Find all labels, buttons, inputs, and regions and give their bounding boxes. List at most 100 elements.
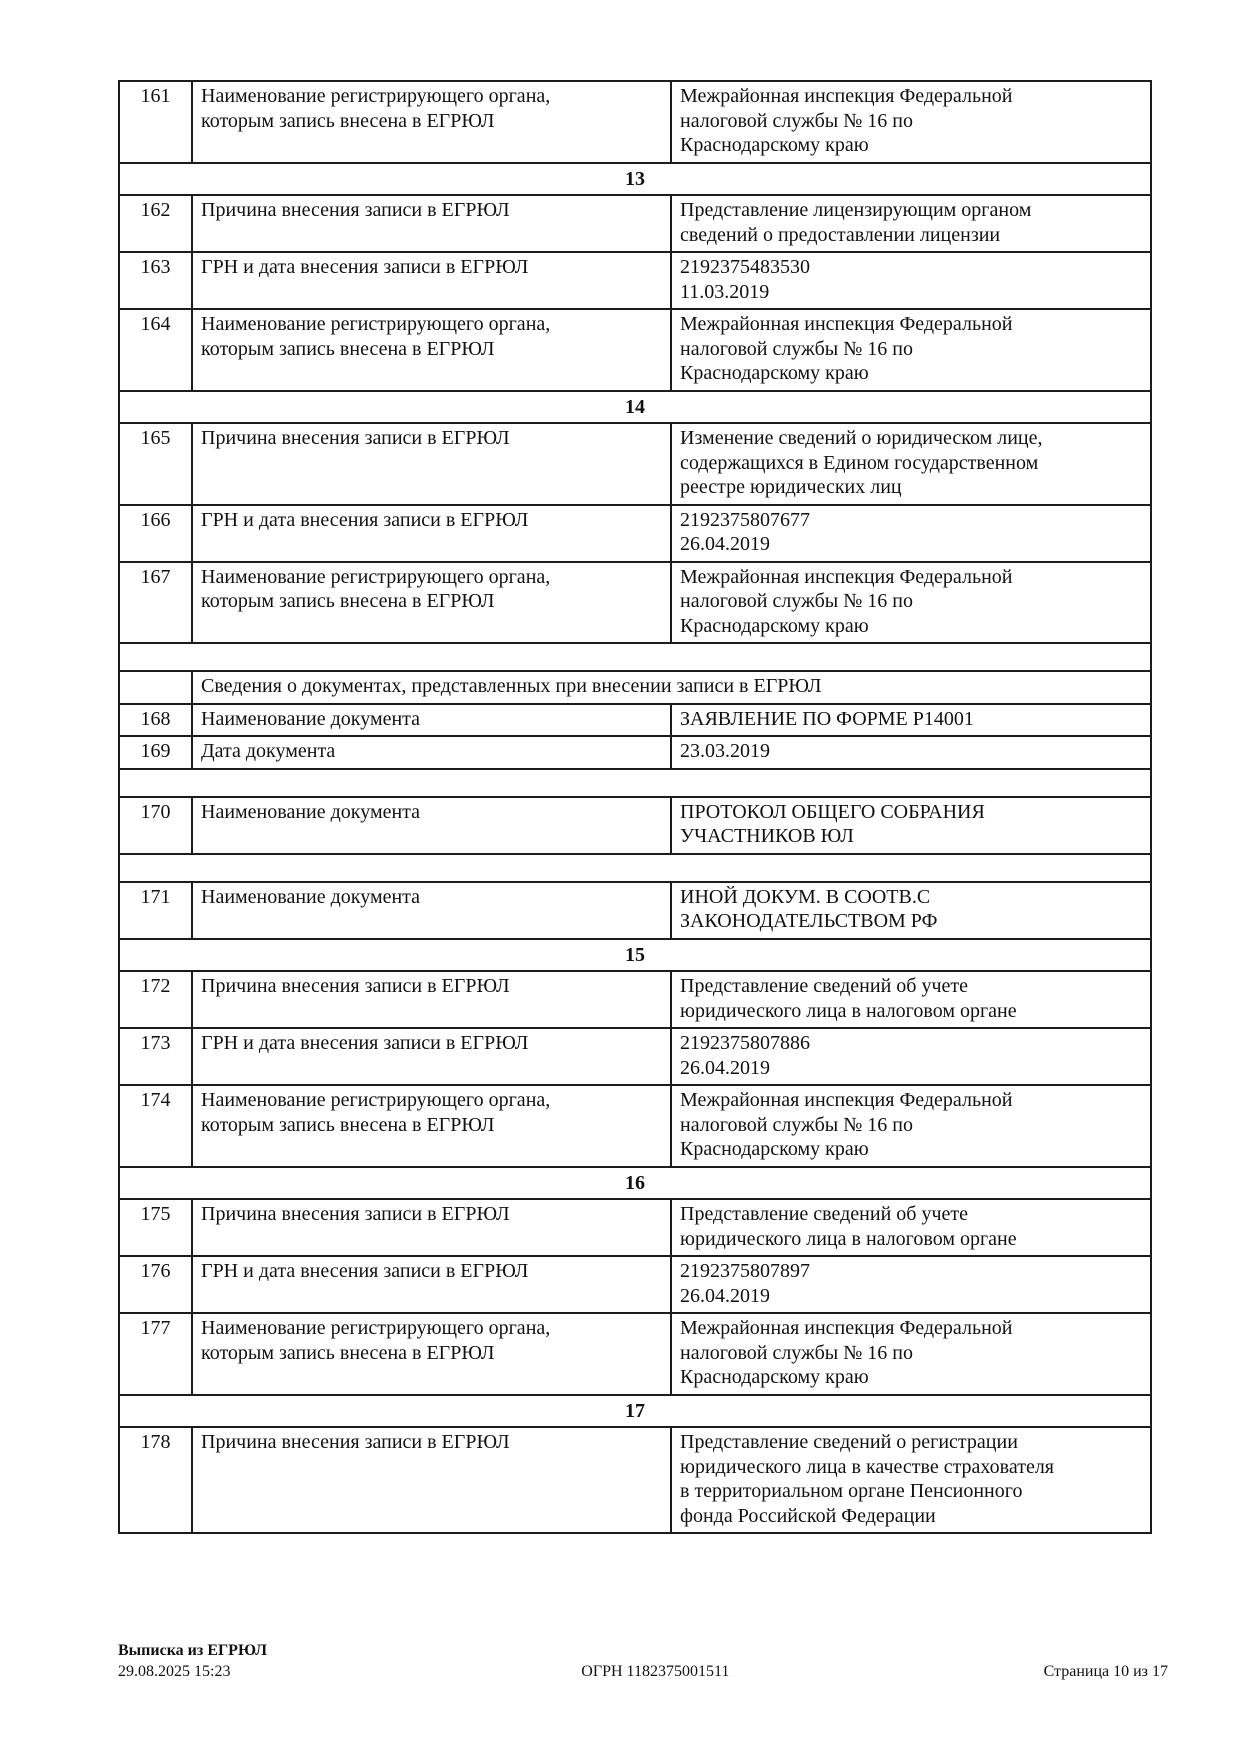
record-row: 174 Наименование регистрирующего органа, … [118,1084,1152,1168]
footer-doc-type: Выписка из ЕГРЮЛ [118,1642,268,1659]
row-value-cell: Представление сведений об учете юридичес… [670,970,1152,1029]
row-label-cell: ГРН и дата внесения записи в ЕГРЮЛ [191,251,672,310]
documents-subheader-cell: Сведения о документах, представленных пр… [191,670,1152,705]
egrul-records-table: 161 Наименование регистрирующего органа, … [118,80,1152,1534]
record-row: 166 ГРН и дата внесения записи в ЕГРЮЛ 219… [118,503,1152,563]
row-number-cell: 164 [118,308,193,392]
row-value-cell: 23.03.2019 [670,735,1152,770]
record-row: 168 Наименование документа ЗАЯВЛЕНИЕ ПО ФО… [118,702,1152,737]
row-value-cell: Межрайонная инспекция Федеральной налого… [670,1084,1152,1168]
record-row: 176 ГРН и дата внесения записи в ЕГРЮЛ 219… [118,1255,1152,1314]
record-row: 173 ГРН и дата внесения записи в ЕГРЮЛ 219… [118,1027,1152,1086]
row-value-cell: Изменение сведений о юридическом лице, с… [670,422,1152,506]
spacer-row [118,642,1152,672]
spacer-row [118,767,1152,798]
row-value-cell: 2192375807677 26.04.2019 [670,503,1152,563]
section-number-cell: 13 [118,161,1152,196]
section-number-row: 16 [118,1165,1152,1200]
row-value-cell: Межрайонная инспекция Федеральной налого… [670,560,1152,644]
record-row: 161 Наименование регистрирующего органа, … [118,80,1152,164]
row-number-cell: 168 [118,702,193,737]
section-number-row: 15 [118,937,1152,972]
row-number-cell: 170 [118,795,193,855]
record-row: 178 Причина внесения записи в ЕГРЮЛ Предст… [118,1426,1152,1534]
row-label-cell: Причина внесения записи в ЕГРЮЛ [191,422,672,506]
row-number-cell: 171 [118,880,193,940]
record-row: 167 Наименование регистрирующего органа, … [118,560,1152,644]
row-number-cell: 172 [118,970,193,1029]
section-number-cell: 15 [118,937,1152,972]
row-label-cell: Причина внесения записи в ЕГРЮЛ [191,194,672,253]
spacer-row [118,852,1152,883]
record-row: 171 Наименование документа ИНОЙ ДОКУМ. В С… [118,880,1152,940]
record-row: 170 Наименование документа ПРОТОКОЛ ОБЩЕГО… [118,795,1152,855]
row-number-cell: 173 [118,1027,193,1086]
row-value-cell: 2192375807897 26.04.2019 [670,1255,1152,1314]
page-footer: Выписка из ЕГРЮЛ 29.08.2025 15:23 ОГРН 1… [118,1640,1168,1682]
row-value-cell: Межрайонная инспекция Федеральной налого… [670,308,1152,392]
spacer-cell [118,852,1152,883]
record-row: 165 Причина внесения записи в ЕГРЮЛ Измене… [118,422,1152,506]
section-number-row: 14 [118,389,1152,424]
row-number-cell: 174 [118,1084,193,1168]
row-label-cell: Наименование регистрирующего органа, кот… [191,1312,672,1396]
footer-page-number: Страница 10 из 17 [1043,1663,1168,1680]
row-number-cell: 161 [118,80,193,164]
spacer-cell [118,642,1152,672]
row-value-cell: ЗАЯВЛЕНИЕ ПО ФОРМЕ Р14001 [670,702,1152,737]
footer-doc-info: Выписка из ЕГРЮЛ 29.08.2025 15:23 [118,1640,267,1682]
row-number-cell: 162 [118,194,193,253]
row-label-cell: Дата документа [191,735,672,770]
row-number-cell: 166 [118,503,193,563]
documents-subheader-row: Сведения о документах, представленных пр… [118,670,1152,705]
row-number-cell: 167 [118,560,193,644]
row-value-cell: Представление сведений об учете юридичес… [670,1198,1152,1257]
record-row: 162 Причина внесения записи в ЕГРЮЛ Предст… [118,194,1152,253]
section-number-cell: 16 [118,1165,1152,1200]
record-row: 169 Дата документа 23.03.2019 [118,735,1152,770]
row-number-cell: 177 [118,1312,193,1396]
subheader-empty-cell [118,670,193,705]
row-value-cell: ПРОТОКОЛ ОБЩЕГО СОБРАНИЯ УЧАСТНИКОВ ЮЛ [670,795,1152,855]
row-value-cell: Межрайонная инспекция Федеральной налого… [670,1312,1152,1396]
row-value-cell: ИНОЙ ДОКУМ. В СООТВ.С ЗАКОНОДАТЕЛЬСТВОМ … [670,880,1152,940]
section-number-cell: 14 [118,389,1152,424]
row-number-cell: 176 [118,1255,193,1314]
record-row: 163 ГРН и дата внесения записи в ЕГРЮЛ 219… [118,251,1152,310]
row-number-cell: 175 [118,1198,193,1257]
row-label-cell: Наименование регистрирующего органа, кот… [191,560,672,644]
row-label-cell: ГРН и дата внесения записи в ЕГРЮЛ [191,1027,672,1086]
row-label-cell: Наименование документа [191,795,672,855]
row-value-cell: Межрайонная инспекция Федеральной налого… [670,80,1152,164]
row-label-cell: Причина внесения записи в ЕГРЮЛ [191,1198,672,1257]
spacer-cell [118,767,1152,798]
row-label-cell: Причина внесения записи в ЕГРЮЛ [191,970,672,1029]
row-label-cell: Наименование документа [191,880,672,940]
row-number-cell: 163 [118,251,193,310]
footer-timestamp: 29.08.2025 15:23 [118,1663,231,1680]
row-number-cell: 165 [118,422,193,506]
row-label-cell: ГРН и дата внесения записи в ЕГРЮЛ [191,503,672,563]
row-label-cell: Причина внесения записи в ЕГРЮЛ [191,1426,672,1534]
row-number-cell: 178 [118,1426,193,1534]
row-label-cell: Наименование регистрирующего органа, кот… [191,308,672,392]
egrul-table-body: 161 Наименование регистрирующего органа, … [118,80,1152,1534]
record-row: 177 Наименование регистрирующего органа, … [118,1312,1152,1396]
section-number-row: 13 [118,161,1152,196]
row-value-cell: 2192375483530 11.03.2019 [670,251,1152,310]
row-label-cell: Наименование документа [191,702,672,737]
section-number-cell: 17 [118,1393,1152,1428]
footer-ogrn: ОГРН 1182375001511 [581,1663,730,1680]
row-label-cell: Наименование регистрирующего органа, кот… [191,1084,672,1168]
row-label-cell: Наименование регистрирующего органа, кот… [191,80,672,164]
record-row: 175 Причина внесения записи в ЕГРЮЛ Предст… [118,1198,1152,1257]
row-number-cell: 169 [118,735,193,770]
row-label-cell: ГРН и дата внесения записи в ЕГРЮЛ [191,1255,672,1314]
record-row: 172 Причина внесения записи в ЕГРЮЛ Предст… [118,970,1152,1029]
row-value-cell: Представление лицензирующим органом свед… [670,194,1152,253]
row-value-cell: Представление сведений о регистрации юри… [670,1426,1152,1534]
section-number-row: 17 [118,1393,1152,1428]
row-value-cell: 2192375807886 26.04.2019 [670,1027,1152,1086]
record-row: 164 Наименование регистрирующего органа, … [118,308,1152,392]
